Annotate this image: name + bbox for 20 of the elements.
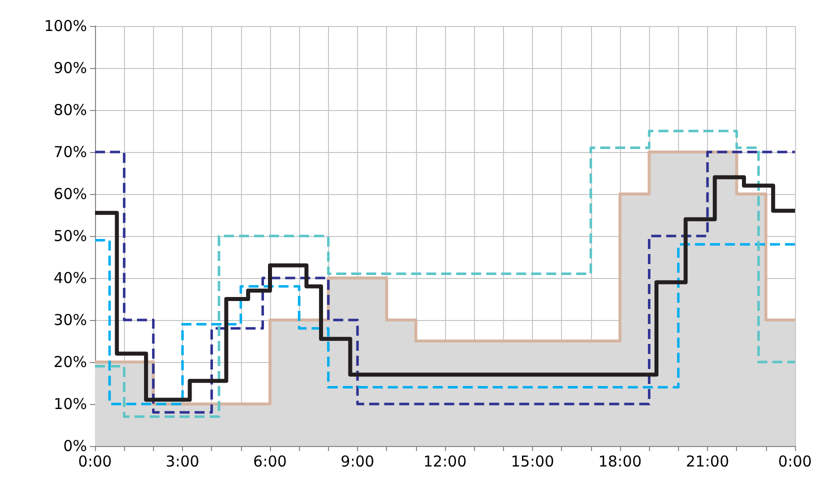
x-tick-label: 0:00: [78, 452, 112, 470]
x-tick-label: 21:00: [686, 452, 730, 470]
y-tick-label: 50%: [54, 227, 87, 245]
y-tick-label: 20%: [54, 353, 87, 371]
y-tick-label: 10%: [54, 395, 87, 413]
y-tick-label: 40%: [54, 269, 87, 287]
x-tick-label: 3:00: [166, 452, 200, 470]
x-tick-label: 0:00: [778, 452, 812, 470]
y-tick-label: 90%: [54, 59, 87, 77]
x-tick-label: 9:00: [340, 452, 374, 470]
y-tick-label: 70%: [54, 143, 87, 161]
x-tick-label: 18:00: [598, 452, 642, 470]
y-tick-label: 60%: [54, 185, 87, 203]
y-tick-label: 100%: [44, 17, 87, 35]
y-tick-label: 0%: [63, 437, 87, 455]
y-tick-label: 80%: [54, 101, 87, 119]
x-tick-label: 6:00: [253, 452, 287, 470]
y-tick-label: 30%: [54, 311, 87, 329]
x-tick-label: 12:00: [423, 452, 467, 470]
x-tick-label: 15:00: [510, 452, 554, 470]
